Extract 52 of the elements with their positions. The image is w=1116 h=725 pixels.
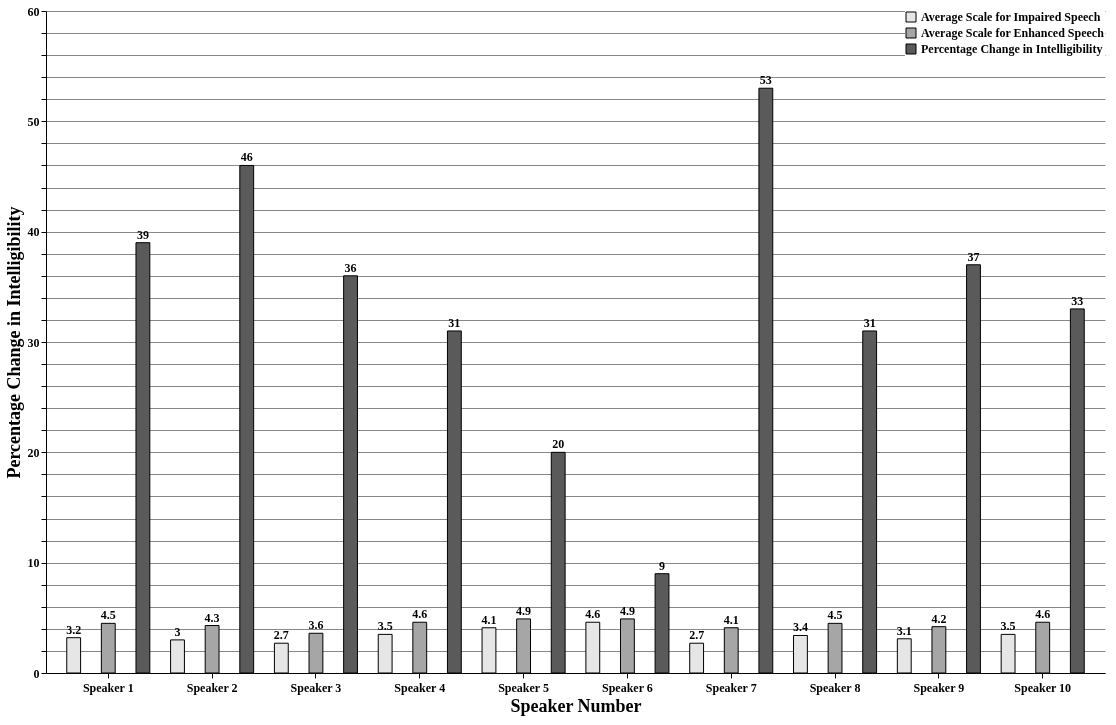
- data-label: 20: [552, 437, 565, 452]
- data-label: 4.1: [723, 612, 739, 627]
- x-tick-label: Speaker 9: [913, 680, 965, 695]
- x-tick-label: Speaker 4: [394, 680, 446, 695]
- data-label: 9: [659, 558, 666, 573]
- x-tick-label: Speaker 7: [705, 680, 757, 695]
- y-axis-title: Percentage Change in Intelligibility: [3, 206, 24, 479]
- legend-label: Average Scale for Impaired Speech: [921, 10, 1101, 24]
- data-label: 36: [344, 260, 357, 275]
- data-label: 3.5: [1000, 619, 1016, 634]
- y-tick-label: 50: [27, 114, 40, 129]
- x-tick-label: Speaker 6: [602, 680, 653, 695]
- x-axis-title: Speaker Number: [510, 695, 642, 716]
- y-tick-label: 40: [27, 225, 40, 240]
- x-tick-label: Speaker 10: [1014, 680, 1072, 695]
- data-label: 4.6: [585, 607, 601, 622]
- data-label: 2.7: [689, 628, 705, 643]
- y-tick-label: 30: [27, 335, 40, 350]
- y-tick-label: 20: [27, 445, 40, 460]
- data-label: 31: [448, 315, 461, 330]
- data-label: 46: [240, 150, 253, 165]
- legend-label: Average Scale for Enhanced Speech: [921, 26, 1105, 40]
- data-label: 4.6: [412, 607, 428, 622]
- data-label: 4.5: [100, 608, 116, 623]
- data-label: 4.2: [931, 611, 947, 626]
- x-tick-label: Speaker 1: [82, 680, 134, 695]
- data-label: 3: [174, 624, 181, 639]
- data-label: 39: [136, 227, 149, 242]
- data-label: 2.7: [273, 628, 289, 643]
- y-tick-label: 60: [27, 4, 40, 19]
- data-label: 31: [863, 315, 876, 330]
- data-label: 3.6: [308, 618, 324, 633]
- data-label: 4.3: [204, 610, 220, 625]
- x-tick-label: Speaker 3: [290, 680, 342, 695]
- data-label: 4.9: [619, 603, 635, 618]
- data-label: 37: [967, 249, 980, 264]
- data-label: 4.9: [516, 603, 532, 618]
- y-tick-label: 10: [27, 556, 40, 571]
- data-label: 53: [759, 73, 772, 88]
- data-label: 3.4: [792, 620, 808, 635]
- legend-label: Percentage Change in Intelligibility: [921, 42, 1103, 56]
- data-label: 3.1: [896, 623, 912, 638]
- y-tick-label: 0: [33, 666, 40, 681]
- x-tick-label: Speaker 5: [498, 680, 549, 695]
- data-label: 3.5: [377, 619, 393, 634]
- data-label: 4.6: [1035, 607, 1051, 622]
- x-tick-label: Speaker 2: [186, 680, 238, 695]
- data-label: 3.2: [66, 622, 82, 637]
- data-label: 33: [1071, 293, 1084, 308]
- x-tick-label: Speaker 8: [809, 680, 861, 695]
- data-label: 4.1: [481, 612, 497, 627]
- data-label: 4.5: [827, 608, 843, 623]
